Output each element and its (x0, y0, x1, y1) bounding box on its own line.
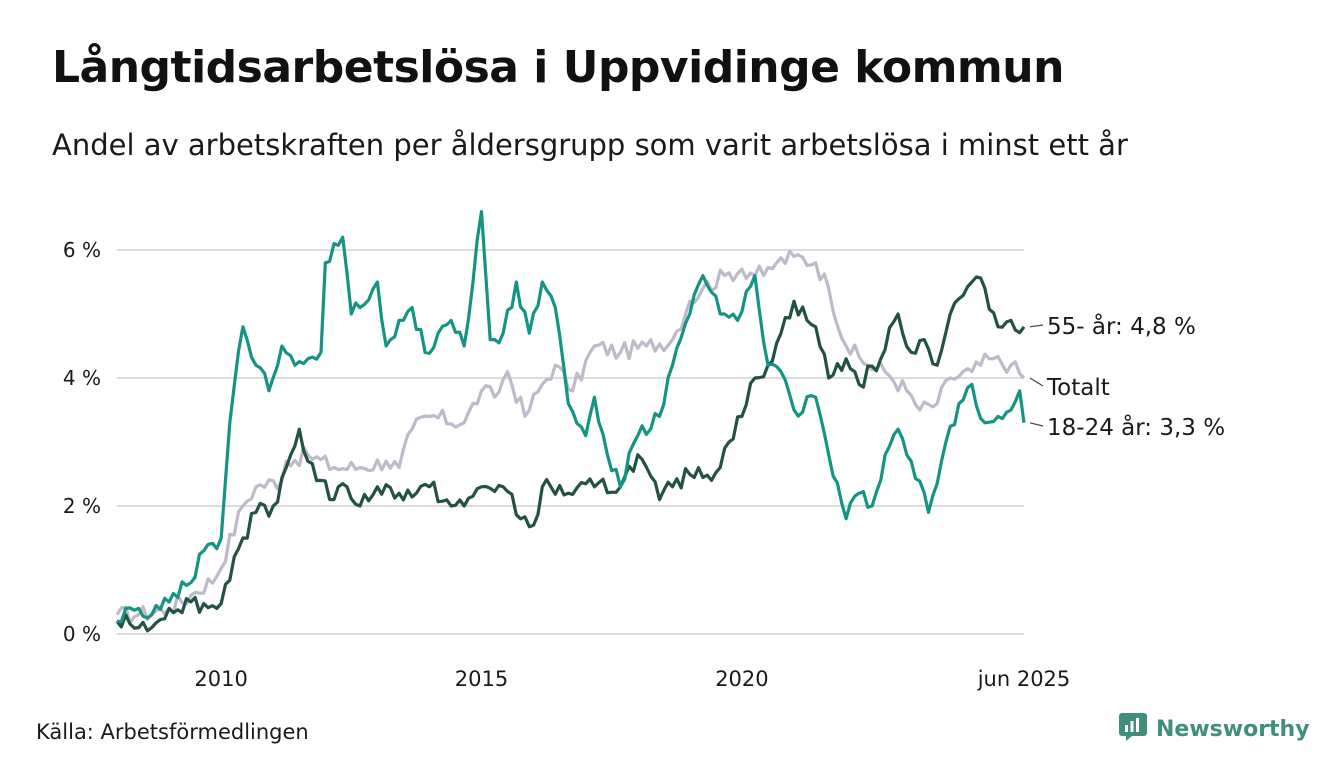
brand: Newsworthy (1118, 712, 1310, 746)
series-lines (115, 210, 1026, 633)
page-subtitle: Andel av arbetskraften per åldersgrupp s… (52, 128, 1128, 162)
y-tick-label: 0 % (63, 622, 101, 646)
end-label-connector (1029, 422, 1044, 427)
page-title: Långtidsarbetslösa i Uppvidinge kommun (52, 42, 1064, 93)
series-line (116, 210, 1026, 624)
newsworthy-logo-icon (1118, 712, 1148, 746)
end-label-connector (1029, 377, 1044, 387)
line-chart: 0 % 2 % 4 % 6 % 2010 2015 2020 jun 2025 Totalt… (63, 210, 1225, 691)
series-end-labels: Totalt 55- år: 4,8 % 18-24 år: 3,3 % (1029, 312, 1225, 441)
gridlines (117, 249, 1024, 635)
end-label-connector (1029, 324, 1044, 328)
brand-name: Newsworthy (1156, 716, 1310, 742)
x-tick-label: 2015 (455, 667, 508, 691)
x-tick-label: 2010 (194, 667, 247, 691)
source-note: Källa: Arbetsförmedlingen (36, 720, 309, 744)
x-tick-label: jun 2025 (977, 667, 1071, 691)
y-axis-ticks: 0 % 2 % 4 % 6 % (63, 238, 101, 646)
x-axis-ticks: 2010 2015 2020 jun 2025 (194, 667, 1070, 691)
series-end-label: 18-24 år: 3,3 % (1047, 413, 1225, 441)
y-tick-label: 6 % (63, 238, 101, 262)
y-tick-label: 2 % (63, 494, 101, 518)
series-line (115, 249, 1026, 625)
x-tick-label: 2020 (715, 667, 768, 691)
series-line (115, 275, 1026, 633)
y-tick-label: 4 % (63, 366, 101, 390)
series-end-label: Totalt (1046, 375, 1110, 401)
series-end-label: 55- år: 4,8 % (1047, 312, 1196, 340)
